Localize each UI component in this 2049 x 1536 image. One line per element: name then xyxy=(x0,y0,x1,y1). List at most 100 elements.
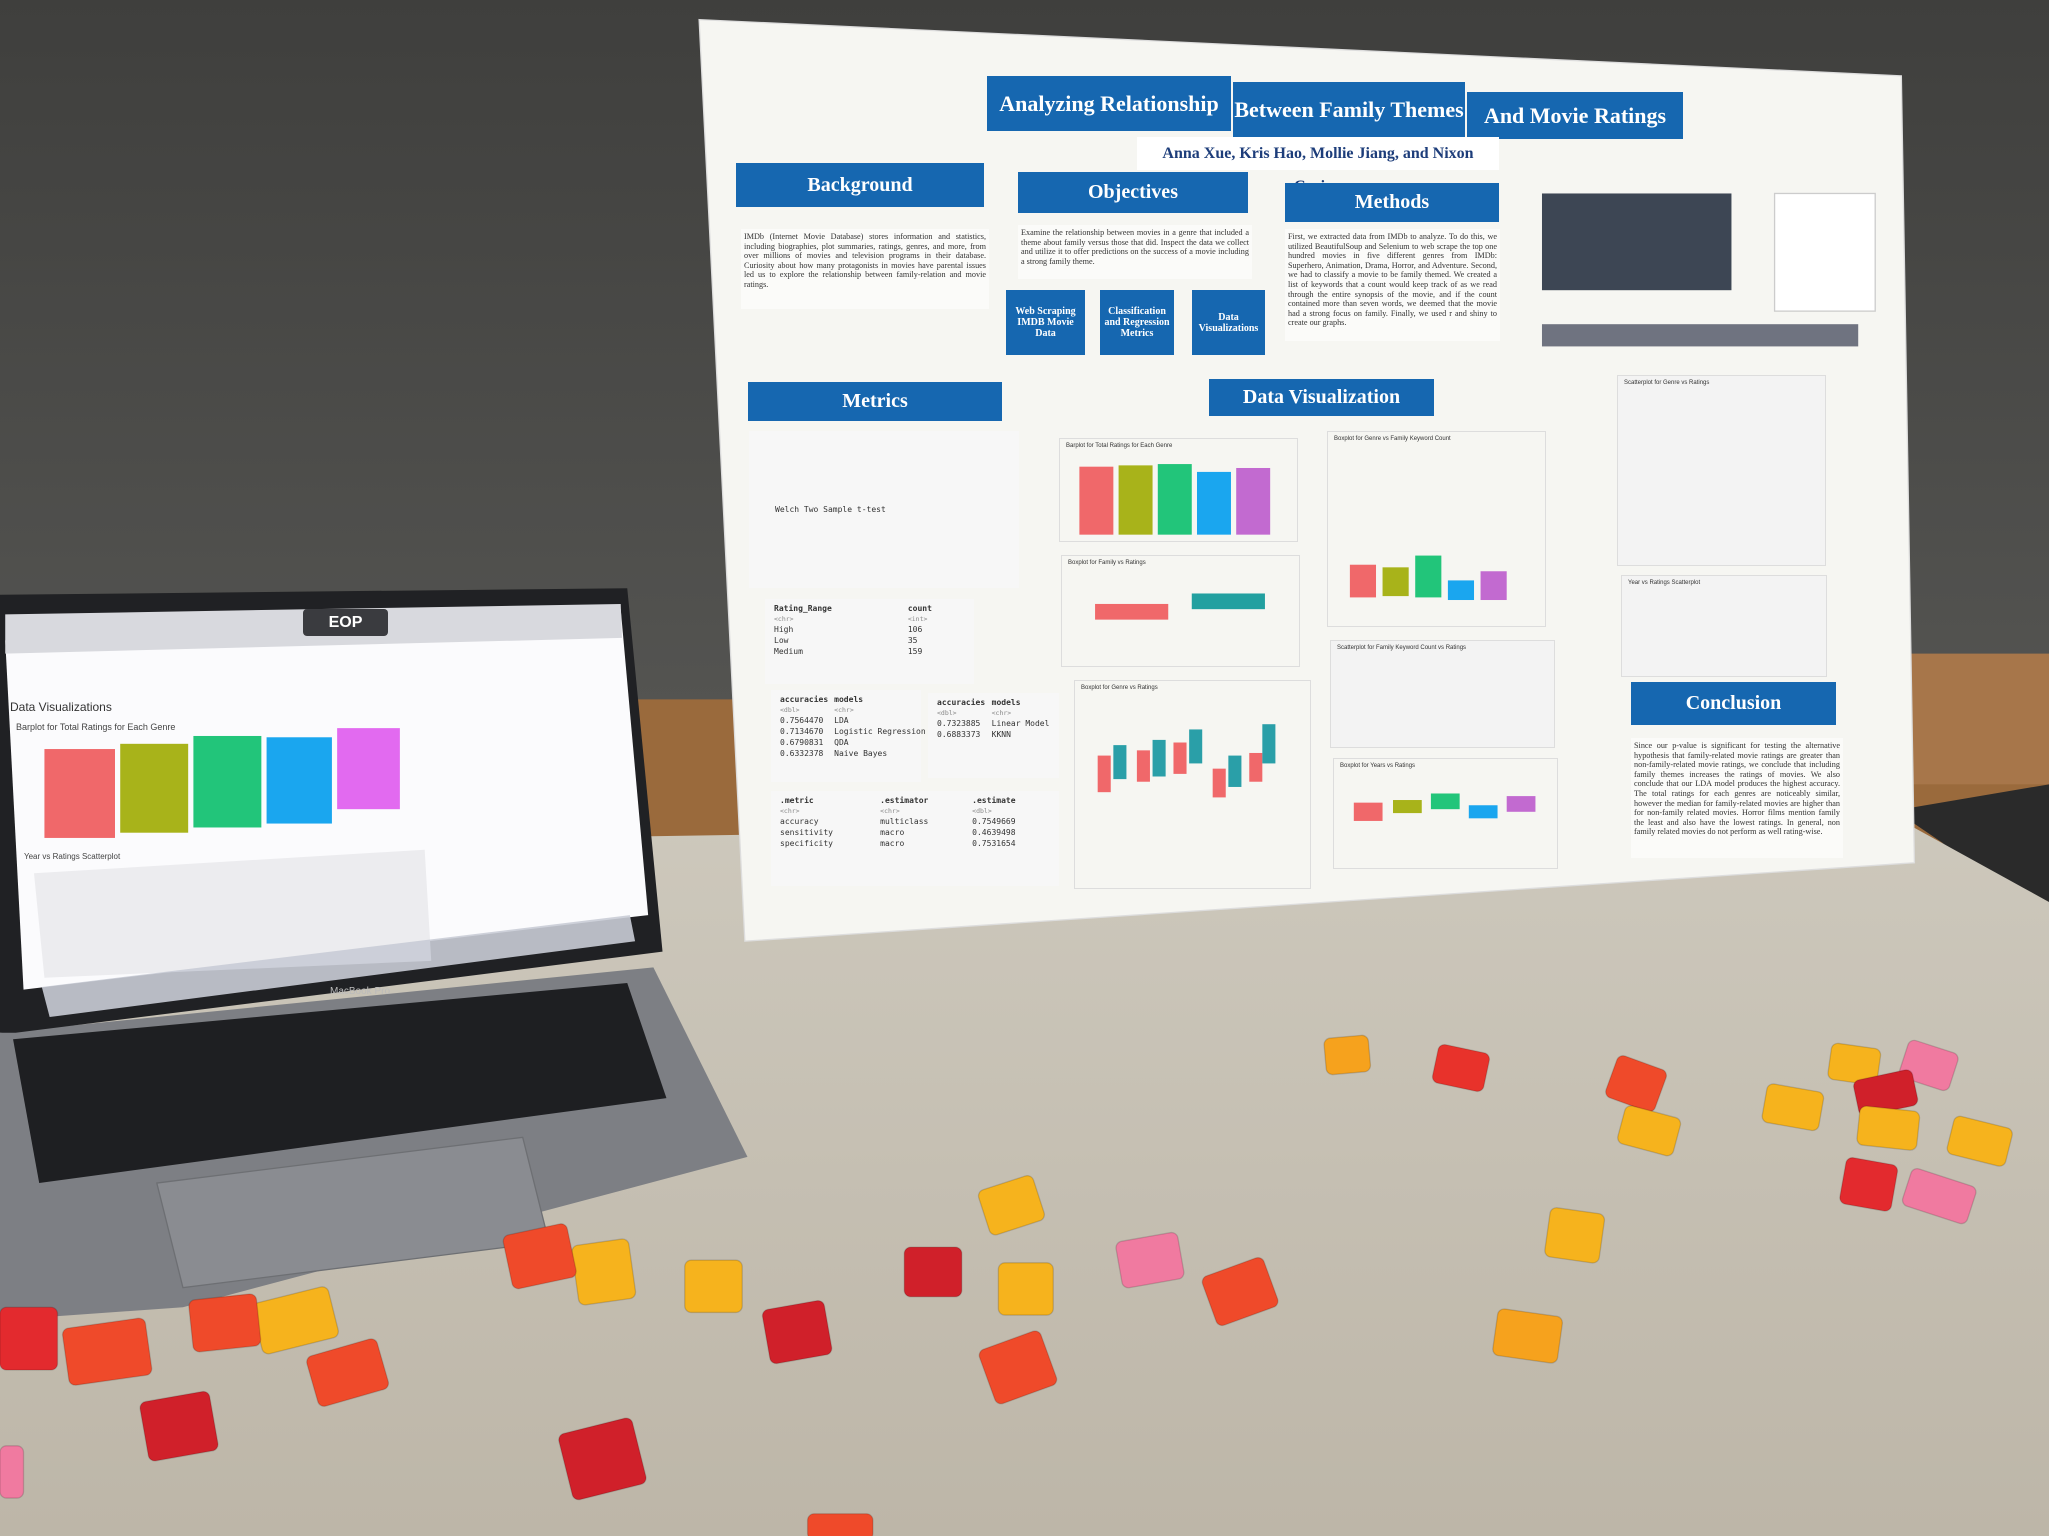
screen-page-title: Data Visualizations xyxy=(10,700,112,714)
title-box: Analyzing Relationship xyxy=(987,76,1231,131)
laptop-sticker: EOP xyxy=(303,609,388,636)
type-cell: <dbl> xyxy=(937,709,957,717)
table-cell: macro xyxy=(880,828,905,837)
poster-bars xyxy=(1079,464,1536,821)
table-cell: sensitivity xyxy=(780,828,833,837)
objective-box: Classification and Regression Metrics xyxy=(1100,290,1174,355)
table: .metric .estimator .estimate <chr> <chr> <dbl… xyxy=(777,795,1053,849)
table-cell: Low xyxy=(774,636,789,645)
screen-chart-title: Barplot for Total Ratings for Each Genre xyxy=(16,722,176,732)
type-cell: <chr> xyxy=(780,807,800,815)
plot-title: Scatterplot for Family Keyword Count vs … xyxy=(1337,645,1467,651)
table-cell: Medium xyxy=(774,647,803,656)
plot-title: Year vs Ratings Scatterplot xyxy=(1628,580,1701,586)
header-cell: accuracies xyxy=(780,695,829,704)
screen-bar xyxy=(337,728,400,810)
table-cell: multiclass xyxy=(880,817,929,826)
candies xyxy=(0,1034,2013,1536)
plot: Year vs Ratings Scatterplot xyxy=(1621,575,1827,677)
t-test-output: Welch Two Sample t-test xyxy=(749,431,1019,588)
plot-title: Barplot for Total Ratings for Each Genre xyxy=(1066,443,1173,449)
table-cell: Linear Model xyxy=(991,719,1050,728)
header-cell: models xyxy=(834,695,864,704)
table-cell: 0.6883373 xyxy=(937,730,981,739)
table-row: 0.7323885 Linear Model xyxy=(934,718,1053,729)
header-row: .metric .estimator .estimate xyxy=(777,795,1053,806)
table-row: specificity macro 0.7531654 xyxy=(777,838,1053,849)
screen-bar xyxy=(193,735,262,828)
table-cell: macro xyxy=(880,839,905,848)
section-heading: Methods xyxy=(1285,183,1499,222)
table-row: accuracy multiclass 0.7549669 xyxy=(777,816,1053,827)
table-cell: 0.7531654 xyxy=(972,839,1016,848)
laptop-model: MacBook Pro xyxy=(330,986,391,997)
header-cell: .metric xyxy=(780,796,814,805)
screen-scatter-title: Year vs Ratings Scatterplot xyxy=(24,852,121,861)
lda-table: .metric .estimator .estimate <chr> <chr> <dbl… xyxy=(771,791,1059,886)
plot: Boxplot for Family vs Ratings xyxy=(1061,555,1300,667)
type-cell: <chr> xyxy=(880,807,900,815)
table-row: Low 35 xyxy=(771,635,968,646)
header-row: Rating_Range count xyxy=(771,603,968,614)
table-row: 0.6883373 KKNN xyxy=(934,729,1053,740)
header-row: accuracies models xyxy=(777,694,929,705)
plot: Boxplot for Genre vs Family Keyword Coun… xyxy=(1327,431,1546,627)
conclusion-text: Since our p-value is significant for tes… xyxy=(1631,738,1843,858)
table-cell: 159 xyxy=(907,647,923,656)
classification-table: accuracies models <dbl> <chr> 0.7564470 LDA 0.… xyxy=(771,690,926,782)
rating-table: Rating_Range count <chr> <int> High 106 Low 35 M… xyxy=(765,599,974,684)
wood-rail xyxy=(1907,653,2049,785)
header-cell: .estimate xyxy=(972,796,1016,805)
title-box: Between Family Themes xyxy=(1233,82,1465,137)
screen-scatter xyxy=(33,849,432,978)
table-cell: 0.7323885 xyxy=(937,719,981,728)
section-heading: Conclusion xyxy=(1631,682,1836,725)
screen-bar xyxy=(120,743,189,833)
screenshot xyxy=(1541,193,1732,291)
table-cell: High xyxy=(774,625,794,634)
title-box: And Movie Ratings xyxy=(1467,92,1683,139)
section-heading: Data Visualization xyxy=(1209,379,1434,416)
plot-title: Scatterplot for Genre vs Ratings xyxy=(1624,380,1710,386)
table: accuracies models <dbl> <chr> 0.7323885 Linea… xyxy=(934,697,1053,740)
background-text: IMDb (Internet Movie Database) stores in… xyxy=(741,229,989,309)
plot-title: Boxplot for Genre vs Family Keyword Coun… xyxy=(1334,436,1451,442)
screen-bar xyxy=(266,737,332,824)
type-cell: <dbl> xyxy=(972,807,992,815)
plot-title: Boxplot for Genre vs Ratings xyxy=(1081,685,1158,691)
keyboard xyxy=(13,983,667,1184)
table-row: 0.6332378 Naive Bayes xyxy=(777,748,929,759)
table-cell: 0.4639498 xyxy=(972,828,1016,837)
table-row: sensitivity macro 0.4639498 xyxy=(777,827,1053,838)
table-cell: 0.6332378 xyxy=(780,749,824,758)
screen-bar xyxy=(44,749,115,838)
table: Rating_Range count <chr> <int> High 106 Low 35 M… xyxy=(771,603,968,657)
regression-table: accuracies models <dbl> <chr> 0.7323885 Linea… xyxy=(928,693,1059,778)
plot: Scatterplot for Genre vs Ratings xyxy=(1617,375,1826,566)
type-row: <chr> <int> xyxy=(771,614,968,624)
table-cell: 106 xyxy=(907,625,923,634)
table-cell: KKNN xyxy=(991,730,1011,739)
table-cell: LDA xyxy=(834,716,849,725)
type-cell: <int> xyxy=(907,615,928,623)
objectives-text: Examine the relationship between movies … xyxy=(1018,225,1252,279)
header-cell: accuracies xyxy=(937,698,986,707)
methods-text: First, we extracted data from IMDb to an… xyxy=(1285,229,1500,341)
table-cell: QDA xyxy=(834,738,849,747)
screenshot xyxy=(1541,324,1859,347)
objective-box: Data Visualizations xyxy=(1192,290,1265,355)
table-row: High 106 xyxy=(771,624,968,635)
type-cell: <chr> xyxy=(991,709,1012,717)
dock xyxy=(41,915,636,1018)
type-cell: <dbl> xyxy=(780,706,800,714)
type-row: <chr> <chr> <dbl> xyxy=(777,806,1053,816)
section-heading: Metrics xyxy=(748,382,1002,421)
plot: Boxplot for Genre vs Ratings xyxy=(1074,680,1311,889)
header-row: accuracies models xyxy=(934,697,1053,708)
type-row: <dbl> <chr> xyxy=(934,708,1053,718)
objective-box: Web Scraping IMDB Movie Data xyxy=(1006,290,1085,355)
table-row: 0.6790831 QDA xyxy=(777,737,929,748)
header-cell: count xyxy=(907,604,932,613)
